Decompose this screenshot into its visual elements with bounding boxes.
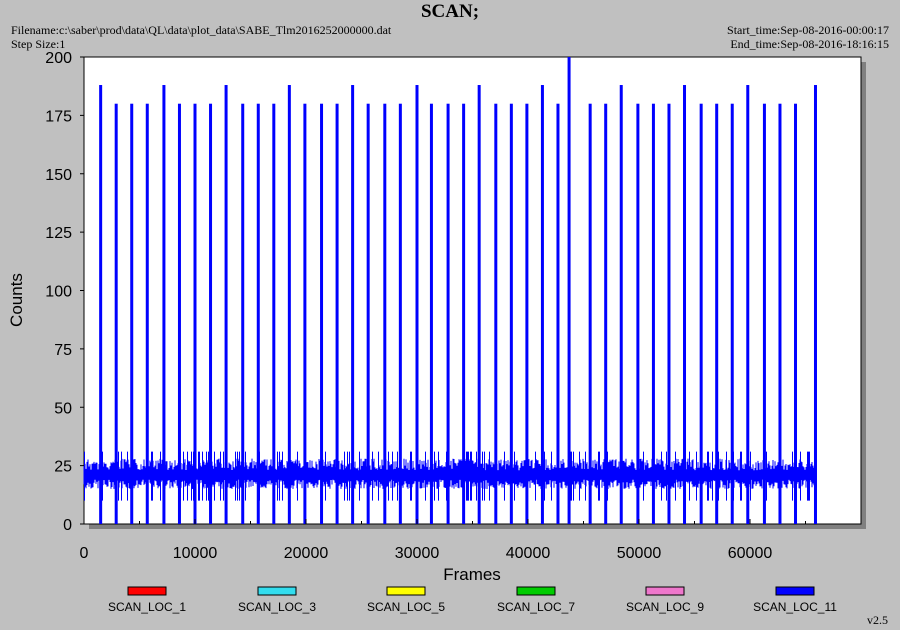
spike-mark [351,85,355,525]
spike-mark [241,103,245,524]
spike-mark [588,103,592,524]
y-tick-label: 150 [45,167,72,184]
spike-mark [778,103,782,524]
spike-mark [762,103,766,524]
chart-title: SCAN; [420,1,480,22]
step-size-label: Step Size:1 [11,37,66,51]
end-time-label: End_time:Sep-08-2016-18:16:15 [730,37,889,51]
spike-mark [567,57,571,524]
spike-mark [651,103,655,524]
spike-mark [462,103,466,524]
start-time-label: Start_time:Sep-08-2016-00:00:17 [727,23,889,37]
spike-mark [619,85,623,525]
spike-mark [699,103,703,524]
spike-mark [429,103,433,524]
x-tick-label: 50000 [617,545,662,562]
spike-mark [162,85,166,525]
spike-mark [415,85,419,525]
spike-mark [730,103,734,524]
spike-mark [667,103,671,524]
y-tick-label: 75 [54,342,72,359]
spike-mark [99,85,103,525]
spike-mark [398,103,402,524]
spike-mark [272,103,276,524]
spike-mark [813,85,817,525]
spike-mark [224,85,228,525]
spike-mark [556,103,560,524]
spike-mark [715,103,719,524]
spike-mark [683,85,687,525]
spike-mark [477,85,481,525]
legend-label: SCAN_LOC_1 [108,600,186,614]
y-axis-label: Counts [7,273,26,327]
x-tick-label: 20000 [284,545,329,562]
spike-mark [383,103,387,524]
spike-mark [177,103,181,524]
y-tick-label: 125 [45,225,72,242]
spike-mark [525,103,529,524]
spike-mark [114,103,118,524]
y-tick-label: 175 [45,108,72,125]
spike-mark [366,103,370,524]
spike-mark [287,85,291,525]
spike-mark [193,103,197,524]
legend-swatch [257,586,297,596]
y-tick-label: 25 [54,459,72,476]
spike-mark [746,85,750,525]
spike-mark [335,103,339,524]
filename-label: Filename:c:\saber\prod\data\QL\data\plot… [11,23,392,37]
axis-layer: 0 25 50 75 100 125 150 175 200 0 10000 20000 30000 40… [45,50,806,562]
spike-mark [303,103,307,524]
y-tick-label: 50 [54,400,72,417]
version-label: v2.5 [867,613,888,627]
spike-mark [540,85,544,525]
x-axis-label: Frames [443,565,501,584]
x-tick-label: 30000 [395,545,440,562]
spike-mark [256,103,260,524]
spike-mark [794,103,798,524]
legend-label: SCAN_LOC_3 [238,600,316,614]
legend-label: SCAN_LOC_5 [367,600,445,614]
y-tick-label: 100 [45,284,72,301]
spike-mark [636,103,640,524]
spike-mark [130,103,134,524]
legend-swatch [645,586,685,596]
spike-mark [494,103,498,524]
spike-mark [604,103,608,524]
series-layer [83,57,817,525]
legend-label: SCAN_LOC_11 [753,600,837,614]
y-tick-label: 0 [63,517,72,534]
spike-mark [320,103,324,524]
spike-mark [446,103,450,524]
legend-label: SCAN_LOC_9 [626,600,704,614]
x-tick-label: 0 [80,545,89,562]
spike-mark [209,103,213,524]
legend-swatch [775,586,815,596]
legend-swatch [516,586,556,596]
spike-mark [145,103,149,524]
y-tick-label: 200 [45,50,72,67]
x-tick-label: 40000 [506,545,551,562]
spike-mark [509,103,513,524]
plot-area [83,56,862,525]
x-tick-label: 10000 [173,545,218,562]
legend-swatch [386,586,426,596]
legend-swatch [127,586,167,596]
legend: SCAN_LOC_1 SCAN_LOC_3 SCAN_LOC_5 SCAN_LOC_7… [108,586,837,614]
x-tick-label: 60000 [728,545,773,562]
legend-label: SCAN_LOC_7 [497,600,575,614]
